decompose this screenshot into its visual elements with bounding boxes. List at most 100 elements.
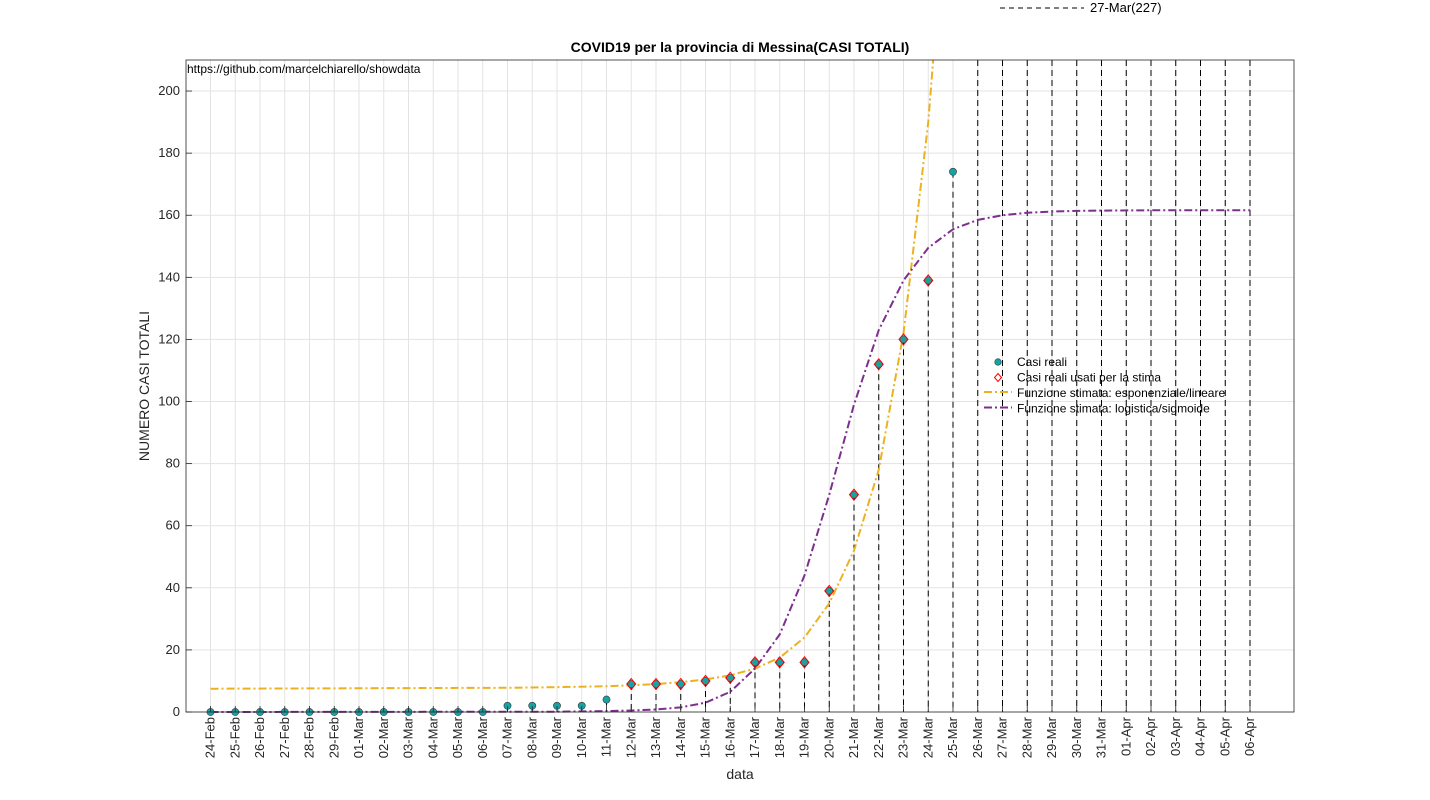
x-tick-label: 25-Feb bbox=[227, 717, 242, 758]
legend-label: Casi reali usati per la stima bbox=[1017, 371, 1161, 385]
y-tick-label: 200 bbox=[158, 83, 180, 98]
data-point-casi-reali bbox=[602, 695, 611, 704]
x-tick-label: 06-Apr bbox=[1242, 716, 1257, 756]
data-point-casi-reali bbox=[751, 658, 759, 667]
x-tick-label: 29-Mar bbox=[1044, 716, 1059, 758]
x-tick-label: 02-Mar bbox=[376, 716, 391, 758]
x-tick-label: 25-Mar bbox=[945, 716, 960, 758]
x-tick-label: 27-Mar bbox=[995, 716, 1010, 758]
data-point-casi-stima bbox=[824, 584, 835, 598]
x-tick-label: 24-Feb bbox=[203, 717, 218, 758]
data-point-casi-reali bbox=[800, 658, 809, 667]
y-tick-label: 20 bbox=[166, 642, 180, 657]
data-point-casi-reali bbox=[676, 680, 685, 688]
series-line-3 bbox=[210, 209, 1250, 713]
data-point-casi-reali bbox=[850, 490, 858, 499]
x-tick-label: 31-Mar bbox=[1094, 716, 1109, 758]
x-axis-ticks: 24-Feb 25-Feb 26-Feb 27-Feb 28-Feb 29-Feb 01-M… bbox=[203, 706, 1257, 758]
y-tick-label: 40 bbox=[166, 580, 180, 595]
legend-label: Funzione stimata: esponenziale/lineare bbox=[1017, 386, 1225, 400]
x-tick-label: 03-Mar bbox=[401, 716, 416, 758]
y-tick-label: 120 bbox=[158, 331, 180, 346]
data-point-casi-reali bbox=[899, 335, 908, 344]
vertical-lines bbox=[507, 60, 1251, 712]
top-annotation-text: 27-Mar(227) bbox=[1090, 0, 1162, 15]
x-tick-label: 19-Mar bbox=[797, 716, 812, 758]
data-point-casi-stima bbox=[848, 488, 860, 501]
data-point-casi-reali bbox=[924, 276, 933, 285]
x-tick-label: 28-Mar bbox=[1019, 716, 1034, 758]
data-point-casi-stima bbox=[650, 677, 662, 691]
data-point-casi-stima bbox=[675, 677, 686, 691]
legend-marker bbox=[993, 372, 1003, 383]
data-point-casi-stima bbox=[774, 656, 785, 669]
y-axis-label: NUMERO CASI TOTALI bbox=[136, 311, 152, 461]
x-tick-label: 06-Mar bbox=[475, 716, 490, 758]
data-point-casi-stima bbox=[898, 333, 909, 346]
data-point-casi-reali bbox=[701, 677, 710, 685]
data-point-casi-reali bbox=[627, 680, 636, 688]
x-tick-label: 26-Mar bbox=[970, 716, 985, 758]
series-layer bbox=[206, 59, 1250, 716]
x-tick-label: 18-Mar bbox=[772, 716, 787, 758]
x-tick-label: 20-Mar bbox=[821, 716, 836, 758]
x-tick-label: 01-Apr bbox=[1118, 716, 1133, 756]
x-tick-label: 02-Apr bbox=[1143, 716, 1158, 756]
x-tick-label: 29-Feb bbox=[326, 717, 341, 758]
top-annotation: 27-Mar(227) bbox=[1000, 0, 1162, 15]
x-tick-label: 12-Mar bbox=[623, 716, 638, 758]
data-point-casi-stima bbox=[873, 357, 884, 371]
legend-label: Funzione stimata: logistica/sigmoide bbox=[1017, 402, 1210, 416]
x-tick-label: 22-Mar bbox=[871, 716, 886, 758]
x-tick-label: 07-Mar bbox=[500, 716, 515, 758]
y-tick-label: 140 bbox=[158, 269, 180, 284]
data-point-casi-stima bbox=[700, 674, 711, 688]
x-tick-label: 09-Mar bbox=[549, 716, 564, 758]
data-point-casi-stima bbox=[626, 677, 637, 691]
x-tick-label: 16-Mar bbox=[722, 716, 737, 758]
x-tick-label: 08-Mar bbox=[524, 716, 539, 758]
data-point-casi-reali bbox=[652, 680, 660, 688]
x-tick-label: 05-Apr bbox=[1217, 716, 1232, 756]
x-tick-label: 15-Mar bbox=[698, 716, 713, 758]
x-tick-label: 27-Feb bbox=[277, 717, 292, 758]
data-point-casi-stima bbox=[725, 671, 736, 685]
y-tick-label: 60 bbox=[166, 518, 180, 533]
data-point-casi-reali bbox=[775, 658, 784, 667]
data-point-casi-reali bbox=[874, 360, 883, 369]
y-tick-label: 0 bbox=[173, 704, 180, 719]
x-tick-label: 13-Mar bbox=[648, 716, 663, 758]
y-tick-label: 80 bbox=[166, 456, 180, 471]
x-tick-label: 01-Mar bbox=[351, 716, 366, 758]
x-tick-label: 26-Feb bbox=[252, 717, 267, 758]
y-axis-ticks: 0 20 40 60 80 100 120 140 160 180 200 bbox=[158, 83, 192, 719]
x-tick-label: 10-Mar bbox=[574, 716, 589, 758]
data-point-casi-stima bbox=[749, 656, 761, 669]
x-tick-label: 11-Mar bbox=[599, 716, 614, 757]
y-tick-label: 180 bbox=[158, 145, 180, 160]
x-axis-label: data bbox=[726, 766, 753, 782]
x-tick-label: 23-Mar bbox=[896, 716, 911, 758]
data-point-casi-reali bbox=[949, 167, 957, 176]
x-tick-label: 24-Mar bbox=[920, 716, 935, 758]
y-tick-label: 160 bbox=[158, 207, 180, 222]
x-tick-label: 05-Mar bbox=[450, 716, 465, 758]
y-tick-label: 100 bbox=[158, 394, 180, 409]
source-url: https://github.com/marcelchiarello/showd… bbox=[187, 62, 421, 76]
series-line-2 bbox=[210, 59, 935, 690]
legend-label: Casi reali bbox=[1017, 355, 1067, 369]
x-tick-label: 21-Mar bbox=[846, 716, 861, 758]
x-tick-label: 04-Apr bbox=[1193, 716, 1208, 756]
data-point-casi-reali bbox=[726, 673, 735, 682]
chart-title: COVID19 per la provincia di Messina(CASI… bbox=[571, 39, 910, 55]
plot-frame bbox=[185, 59, 1295, 713]
legend-marker bbox=[994, 358, 1002, 366]
x-tick-label: 14-Mar bbox=[673, 716, 688, 758]
x-tick-label: 17-Mar bbox=[747, 716, 762, 758]
x-tick-label: 04-Mar bbox=[425, 716, 440, 758]
x-tick-label: 28-Feb bbox=[302, 717, 317, 758]
data-point-casi-reali bbox=[825, 587, 834, 595]
data-point-casi-stima bbox=[923, 274, 934, 287]
